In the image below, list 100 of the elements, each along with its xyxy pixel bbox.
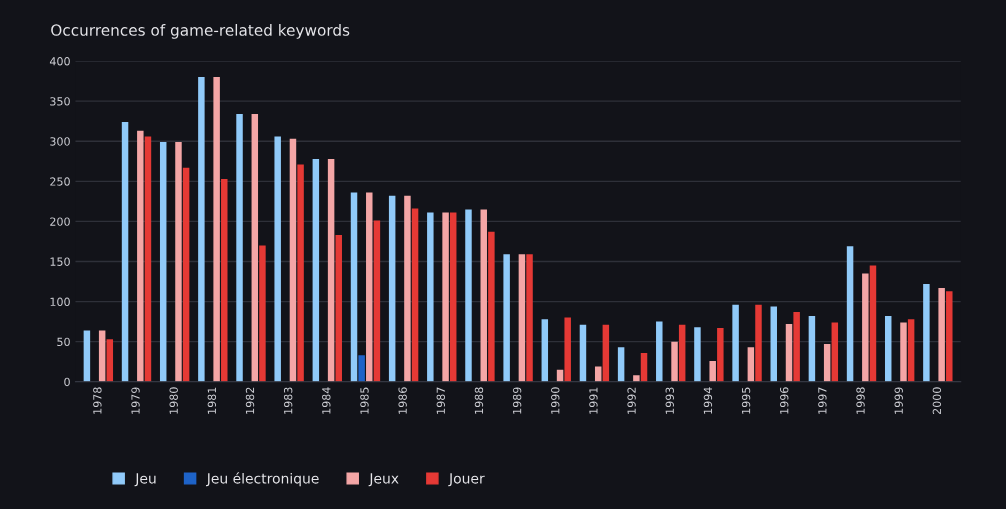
bar <box>633 375 640 382</box>
bar <box>373 220 381 382</box>
x-tick-label: 1981 <box>207 387 217 414</box>
x-tick-label: 1991 <box>589 387 598 414</box>
y-tick-label: 50 <box>57 337 70 347</box>
bar <box>335 235 342 382</box>
bar <box>175 142 182 382</box>
bar <box>121 122 129 382</box>
bar <box>411 208 419 382</box>
bar <box>449 212 457 382</box>
x-tick-label: 1990 <box>551 387 560 414</box>
bar <box>541 319 549 382</box>
bar <box>144 136 152 382</box>
bar <box>236 113 243 382</box>
bar <box>182 167 190 382</box>
bar <box>678 324 686 382</box>
bar <box>732 304 739 382</box>
bar <box>884 316 892 382</box>
x-tick-label: 1999 <box>894 387 903 414</box>
bar <box>98 330 106 382</box>
x-tick-label: 1983 <box>283 387 293 414</box>
bar <box>289 138 297 382</box>
bar <box>640 352 648 382</box>
bar <box>327 158 335 382</box>
bar <box>488 231 495 382</box>
bar <box>770 306 777 382</box>
bar <box>312 158 320 382</box>
bar <box>617 347 625 382</box>
bar <box>83 330 91 382</box>
legend-label: Jouer <box>448 473 485 487</box>
legend-label: Jeu électronique <box>206 472 319 487</box>
bar <box>717 328 724 382</box>
bar <box>938 287 945 382</box>
bar <box>221 178 228 382</box>
bar <box>213 77 220 382</box>
bar <box>274 136 281 382</box>
bar <box>946 291 953 382</box>
bar <box>564 317 571 382</box>
bar <box>442 212 449 382</box>
x-tick-label: 1988 <box>474 387 484 414</box>
bar <box>907 319 915 382</box>
bar <box>755 304 762 382</box>
bar <box>526 254 533 382</box>
bar <box>923 283 930 382</box>
y-tick-label: 250 <box>50 177 70 186</box>
bar <box>694 327 701 382</box>
x-tick-label: 1989 <box>512 387 522 414</box>
bar <box>602 324 610 382</box>
bar <box>404 195 411 382</box>
x-tick-label: 1986 <box>398 387 407 414</box>
x-tick-label: 1978 <box>93 387 102 414</box>
bar <box>251 113 259 382</box>
x-tick-label: 1998 <box>856 387 865 414</box>
bar <box>518 254 526 382</box>
bar <box>465 209 472 382</box>
y-tick-label: 150 <box>50 257 70 266</box>
x-tick-label: 1995 <box>741 387 751 414</box>
bar <box>831 322 839 382</box>
x-tick-label: 1993 <box>665 387 674 414</box>
bar <box>656 321 663 382</box>
bar <box>846 246 854 382</box>
bar <box>579 324 587 382</box>
x-tick-label: 2000 <box>932 387 942 415</box>
bar <box>823 344 831 382</box>
x-tick-label: 1979 <box>131 387 140 414</box>
legend-label: Jeux <box>368 473 399 487</box>
bar <box>480 209 487 382</box>
x-tick-label: 1982 <box>245 387 255 414</box>
x-tick-label: 1996 <box>780 387 789 414</box>
y-tick-label: 0 <box>64 377 70 387</box>
x-tick-label: 1987 <box>436 387 445 414</box>
bar <box>862 273 869 382</box>
bar <box>427 212 434 382</box>
y-tick-label: 100 <box>50 297 70 306</box>
bar <box>785 324 793 382</box>
y-tick-label: 400 <box>49 57 70 66</box>
bar <box>259 245 266 382</box>
legend-label: Jeu <box>134 473 156 487</box>
x-tick-label: 1992 <box>627 387 636 414</box>
bar <box>709 360 716 382</box>
x-tick-label: 1984 <box>322 387 331 414</box>
x-tick-label: 1997 <box>818 387 827 414</box>
x-tick-label: 1980 <box>169 387 178 414</box>
bar <box>159 142 167 382</box>
bar <box>503 254 510 382</box>
bar <box>106 339 114 382</box>
x-tick-label: 1985 <box>360 387 369 414</box>
bar <box>137 130 144 382</box>
y-tick-label: 200 <box>50 217 70 226</box>
bar <box>388 195 396 382</box>
y-tick-label: 300 <box>50 137 70 146</box>
y-tick-label: 350 <box>50 97 70 106</box>
chart-title: Occurrences of game-related keywords <box>51 24 350 39</box>
bar <box>358 355 365 382</box>
bar <box>671 341 678 382</box>
bar <box>350 192 358 382</box>
bar <box>869 265 877 382</box>
bar <box>747 347 755 382</box>
bar <box>297 164 304 382</box>
bar <box>198 77 205 382</box>
